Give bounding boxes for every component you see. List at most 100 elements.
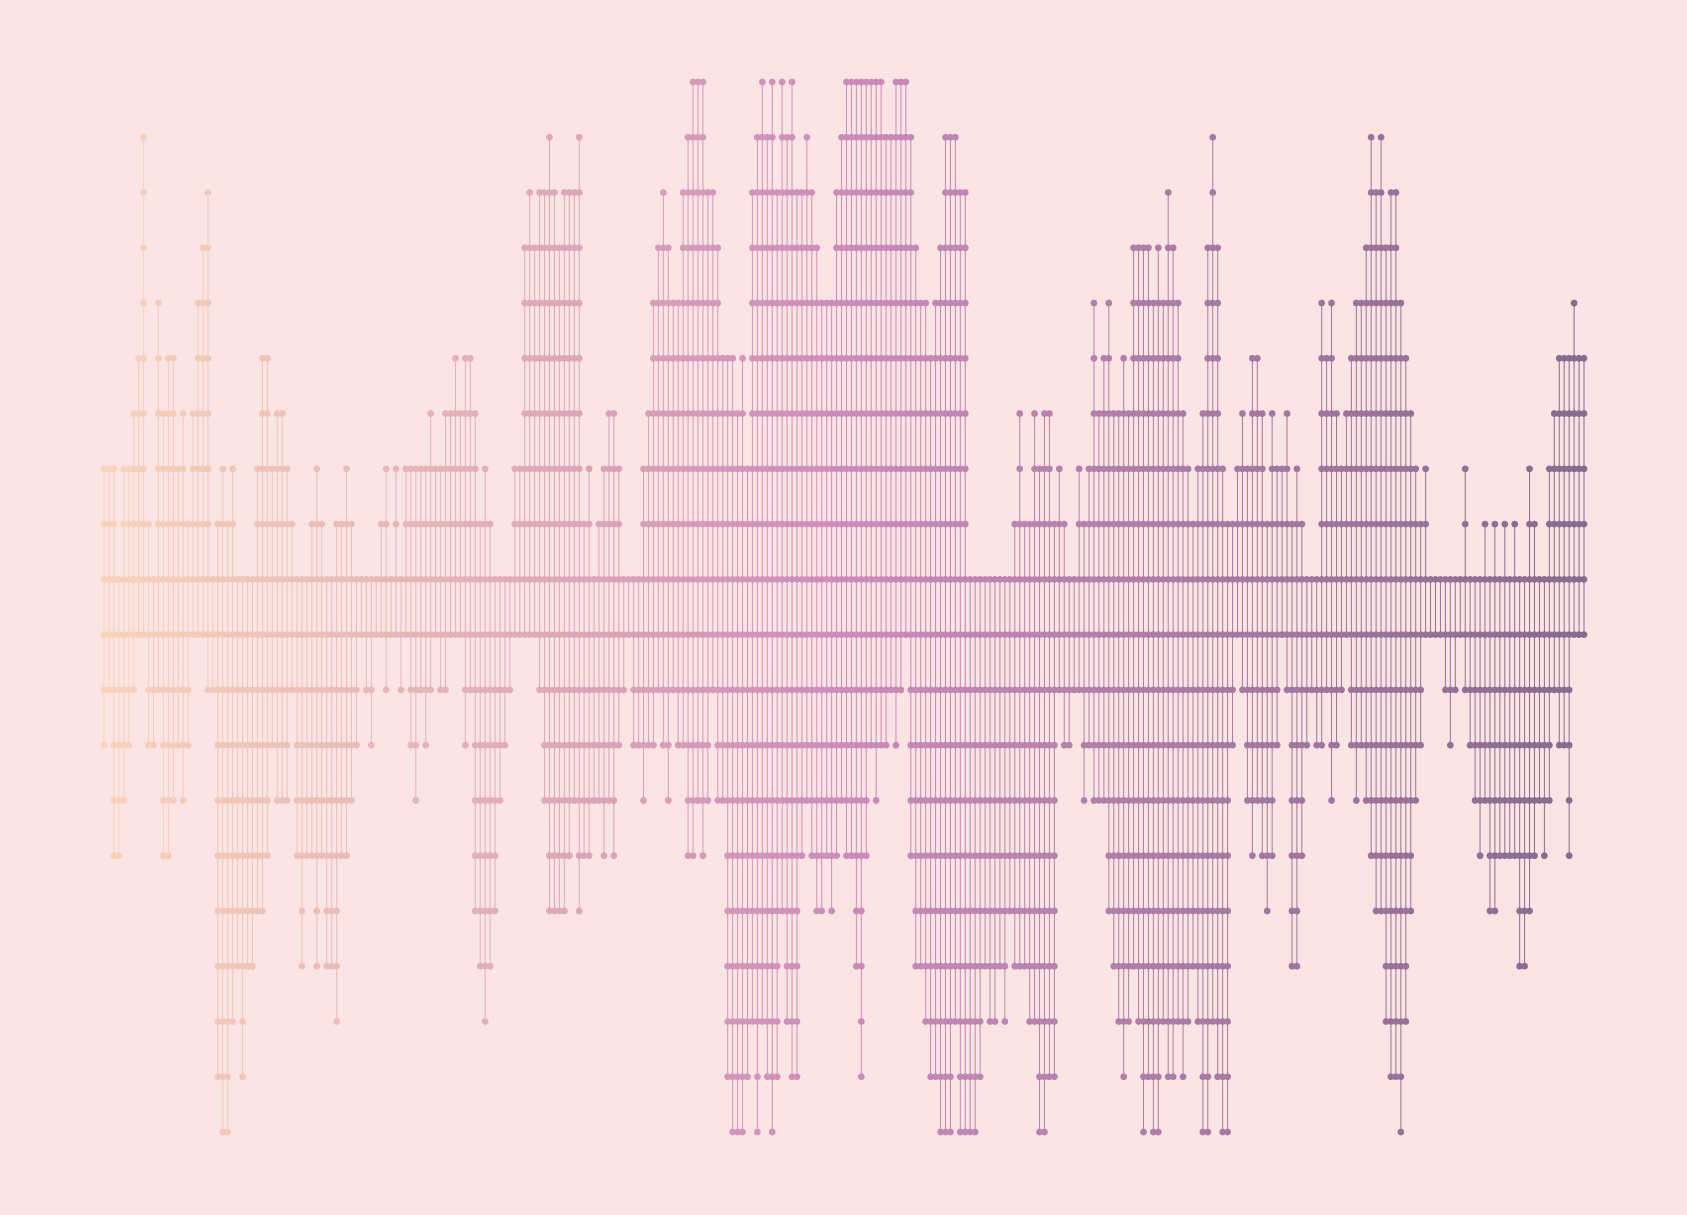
stripe-dot bbox=[1006, 797, 1014, 804]
stripe-dot bbox=[580, 686, 588, 694]
stripe-dot bbox=[654, 686, 662, 694]
stripe-dot bbox=[1060, 631, 1068, 639]
stripe-dot bbox=[1412, 465, 1420, 473]
stripe-dot bbox=[650, 299, 657, 307]
stripe-dot bbox=[392, 465, 400, 473]
stripe-dot bbox=[684, 410, 692, 417]
stripe-dot bbox=[1140, 1073, 1147, 1081]
stripe-dot bbox=[555, 520, 563, 528]
stripe-dot bbox=[654, 299, 662, 307]
stripe-dot bbox=[734, 1128, 741, 1136]
stripe-dot bbox=[729, 907, 737, 915]
stripe-dot bbox=[224, 1128, 232, 1136]
stripe-dot bbox=[1565, 852, 1573, 860]
stripe-dot bbox=[179, 741, 187, 749]
stripe-dot bbox=[1268, 520, 1276, 528]
stripe-dot bbox=[818, 520, 826, 528]
stripe-dot bbox=[278, 410, 286, 417]
stripe-dot bbox=[1263, 575, 1271, 583]
stripe-dot bbox=[100, 686, 108, 694]
stripe-dot bbox=[1085, 465, 1093, 473]
stripe-dot bbox=[1120, 520, 1128, 528]
stripe-dot bbox=[164, 852, 172, 860]
stripe-dot bbox=[1362, 631, 1370, 639]
stripe-dot bbox=[1278, 520, 1286, 528]
stripe-dot bbox=[833, 741, 840, 749]
stripe-dot bbox=[1268, 686, 1276, 694]
stripe-dot bbox=[283, 520, 291, 528]
stripe-dot bbox=[1090, 465, 1098, 473]
stripe-dot bbox=[843, 244, 850, 252]
stripe-dot bbox=[1031, 907, 1038, 915]
stripe-dot bbox=[699, 354, 707, 362]
stripe-dot bbox=[1130, 797, 1137, 804]
stripe-dot bbox=[1115, 410, 1123, 417]
stripe-dot bbox=[1417, 686, 1425, 694]
stripe-dot bbox=[1555, 631, 1563, 639]
stripe-dot bbox=[758, 244, 766, 252]
stripe-dot bbox=[1189, 520, 1197, 528]
stripe-dot bbox=[1100, 354, 1108, 362]
stripe-dot bbox=[546, 133, 553, 141]
stripe-dot bbox=[541, 354, 548, 362]
stripe-dot bbox=[1333, 575, 1340, 583]
stripe-dot bbox=[843, 797, 850, 804]
stripe-dot bbox=[1204, 1073, 1212, 1081]
stripe-dot bbox=[739, 575, 746, 583]
stripe-dot bbox=[1036, 741, 1043, 749]
stripe-dot bbox=[1026, 907, 1034, 915]
stripe-dot bbox=[1496, 797, 1504, 804]
stripe-dot bbox=[852, 189, 860, 196]
stripe-dot bbox=[917, 852, 925, 860]
stripe-dot bbox=[932, 907, 939, 915]
stripe-dot bbox=[664, 299, 672, 307]
stripe-dot bbox=[234, 631, 242, 639]
stripe-dot bbox=[387, 631, 395, 639]
stripe-dot bbox=[1001, 686, 1009, 694]
stripe-dot bbox=[179, 410, 187, 417]
stripe-dot bbox=[560, 575, 568, 583]
stripe-dot bbox=[719, 465, 727, 473]
stripe-dot bbox=[437, 686, 444, 694]
stripe-dot bbox=[1318, 575, 1326, 583]
stripe-dot bbox=[100, 465, 108, 473]
stripe-dot bbox=[219, 465, 227, 473]
stripe-dot bbox=[1214, 962, 1222, 970]
stripe-dot bbox=[600, 852, 608, 860]
stripe-dot bbox=[996, 575, 1004, 583]
stripe-dot bbox=[150, 631, 157, 639]
stripe-dot bbox=[729, 741, 737, 749]
stripe-dot bbox=[813, 741, 821, 749]
stripe-dot bbox=[1491, 575, 1499, 583]
stripe-dot bbox=[1041, 631, 1048, 639]
stripe-dot bbox=[1135, 852, 1142, 860]
stripe-dot bbox=[966, 1128, 974, 1136]
stripe-dot bbox=[961, 410, 969, 417]
stripe-dot bbox=[1531, 631, 1538, 639]
stripe-dot bbox=[615, 686, 623, 694]
stripe-dot bbox=[1021, 852, 1029, 860]
stripe-dot bbox=[1293, 631, 1301, 639]
stripe-dot bbox=[1110, 465, 1118, 473]
stripe-dot bbox=[585, 631, 593, 639]
stripe-dot bbox=[1179, 465, 1187, 473]
stripe-dot bbox=[862, 575, 870, 583]
stripe-dot bbox=[818, 852, 826, 860]
stripe-dot bbox=[387, 575, 395, 583]
stripe-dot bbox=[783, 189, 791, 196]
stripe-dot bbox=[788, 852, 796, 860]
stripe-dot bbox=[437, 631, 444, 639]
stripe-dot bbox=[1328, 741, 1335, 749]
stripe-dot bbox=[758, 520, 766, 528]
stripe-dot bbox=[575, 465, 583, 473]
stripe-dot bbox=[1036, 962, 1043, 970]
stripe-dot bbox=[783, 907, 791, 915]
stripe-dot bbox=[560, 520, 568, 528]
stripe-dot bbox=[1288, 741, 1296, 749]
stripe-dot bbox=[1397, 907, 1405, 915]
stripe-dot bbox=[1570, 354, 1578, 362]
stripe-dot bbox=[1323, 520, 1331, 528]
stripe-dot bbox=[1516, 575, 1524, 583]
stripe-dot bbox=[951, 797, 959, 804]
stripe-dot bbox=[140, 465, 148, 473]
